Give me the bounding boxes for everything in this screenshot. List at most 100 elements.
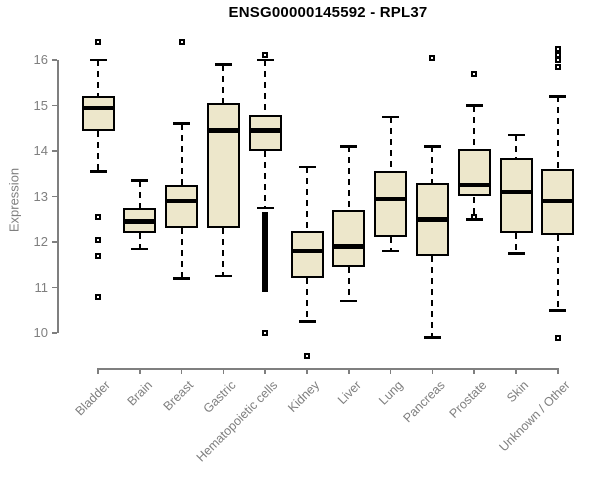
x-tick-label: Kidney [284, 378, 322, 415]
upper-whisker-cap [214, 63, 232, 66]
lower-whisker [222, 228, 225, 277]
lower-whisker-cap [382, 249, 400, 253]
x-tick-label: Breast [161, 378, 197, 414]
y-axis-tick [52, 195, 57, 198]
box [206, 103, 240, 229]
upper-whisker [180, 123, 183, 186]
lower-whisker [264, 151, 267, 208]
upper-whisker [556, 96, 559, 170]
x-tick-label: Liver [334, 378, 364, 408]
lower-whisker [97, 130, 99, 172]
median-line [332, 244, 366, 249]
lower-whisker [431, 255, 434, 338]
upper-whisker [473, 105, 476, 149]
upper-whisker-cap [340, 145, 358, 148]
median-line [457, 182, 491, 188]
upper-whisker [264, 60, 267, 115]
x-axis-line [98, 368, 558, 370]
x-axis-tick [515, 368, 517, 374]
upper-whisker [515, 135, 517, 158]
x-axis-tick [180, 368, 183, 374]
outlier-point [471, 70, 478, 77]
median-line [374, 196, 408, 202]
box [248, 114, 282, 151]
x-tick-label: Unknown / Other [496, 378, 573, 455]
x-tick-label: Gastric [200, 378, 239, 416]
outlier-point [429, 54, 436, 61]
x-tick-label: Prostate [446, 378, 490, 421]
x-tick-label: Bladder [72, 378, 113, 419]
upper-whisker-cap [173, 122, 191, 125]
box [81, 96, 115, 131]
x-axis-tick [139, 368, 141, 374]
y-tick-label: 12 [33, 234, 48, 249]
upper-whisker-cap [131, 179, 149, 182]
outlier-point [304, 352, 310, 359]
upper-whisker-cap [507, 133, 525, 137]
lower-whisker-cap [173, 277, 191, 280]
upper-whisker-cap [89, 58, 107, 62]
lower-whisker-cap [256, 206, 274, 210]
upper-whisker-cap [298, 165, 316, 169]
median-line [206, 128, 240, 133]
lower-whisker [515, 232, 517, 254]
y-axis-tick [52, 286, 57, 289]
lower-whisker [180, 228, 183, 279]
upper-whisker-cap [423, 145, 441, 148]
y-tick-label: 15 [33, 97, 48, 113]
box [290, 230, 324, 279]
outlier-point [554, 63, 561, 70]
outlier-point [471, 213, 478, 220]
x-axis-tick [431, 368, 434, 374]
outlier-point [554, 57, 561, 63]
x-axis-tick [389, 368, 392, 374]
y-tick-label: 16 [33, 52, 48, 67]
x-axis-tick [264, 368, 266, 374]
median-line [290, 248, 324, 254]
upper-whisker-cap [382, 115, 400, 119]
x-tick-label: Brain [124, 378, 155, 409]
upper-whisker [222, 64, 225, 104]
lower-whisker-cap [507, 252, 525, 255]
outlier-point [262, 330, 269, 336]
x-tick-label: Skin [503, 378, 531, 406]
x-axis-tick [222, 368, 225, 374]
lower-whisker [138, 232, 141, 249]
y-axis-tick [52, 332, 57, 334]
x-axis-tick [348, 368, 350, 374]
median-line [165, 198, 199, 204]
x-tick-label: Pancreas [400, 378, 448, 426]
lower-whisker [473, 196, 476, 220]
lower-whisker [306, 278, 308, 322]
y-axis-line [57, 60, 59, 333]
upper-whisker [347, 146, 350, 211]
median-line [499, 189, 533, 195]
box [374, 171, 408, 238]
lower-whisker-cap [340, 299, 358, 303]
upper-whisker-cap [256, 58, 274, 62]
median-line [541, 198, 575, 204]
lower-whisker-cap [298, 320, 316, 323]
x-axis-tick [473, 368, 475, 374]
outlier-point [554, 45, 561, 52]
y-tick-label: 10 [33, 325, 48, 340]
upper-whisker-cap [465, 104, 483, 107]
outlier-point [95, 252, 101, 259]
lower-whisker [347, 267, 350, 302]
outlier-point [554, 334, 561, 341]
lower-whisker [556, 235, 559, 311]
y-axis-tick [52, 241, 57, 243]
y-tick-label: 11 [34, 279, 49, 295]
y-axis-tick [52, 150, 57, 152]
upper-whisker [431, 146, 434, 183]
lower-whisker [389, 237, 392, 252]
lower-whisker-cap [549, 309, 567, 312]
lower-whisker-cap [89, 170, 107, 173]
upper-whisker [138, 180, 141, 208]
outlier-strip [262, 212, 269, 293]
upper-whisker [306, 166, 308, 231]
x-tick-label: Hematopoietic cells [193, 378, 281, 465]
x-axis-tick [557, 368, 559, 374]
lower-whisker-cap [423, 336, 441, 339]
